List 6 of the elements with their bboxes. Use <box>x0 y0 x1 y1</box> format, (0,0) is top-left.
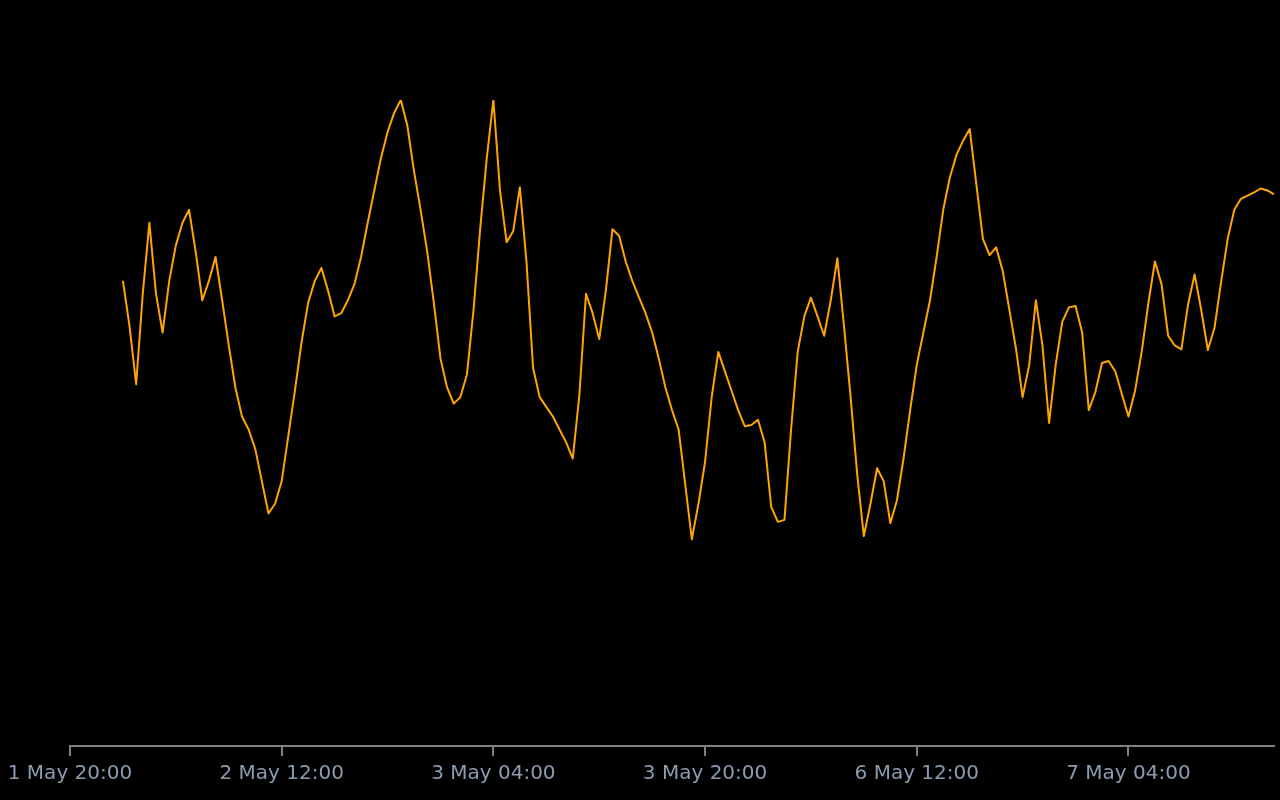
x-tick-label: 7 May 04:00 <box>1066 760 1191 785</box>
x-tick-label: 1 May 20:00 <box>7 760 133 785</box>
x-tick-label: 3 May 20:00 <box>642 760 768 785</box>
x-tick-label: 6 May 12:00 <box>854 760 979 785</box>
x-tick-label: 3 May 04:00 <box>431 760 556 785</box>
x-tick-label: 2 May 12:00 <box>219 760 344 785</box>
